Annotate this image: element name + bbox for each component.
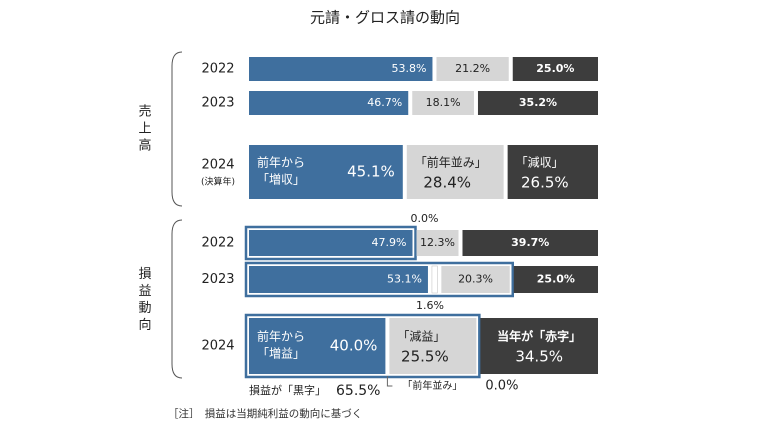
bar-segment <box>249 230 413 256</box>
group-label: 損 <box>138 267 151 282</box>
group-bracket <box>171 51 183 207</box>
bar-value-label: 26.5% <box>521 174 569 192</box>
bar-segment <box>249 145 403 199</box>
group-label: 高 <box>138 138 151 154</box>
row-label: 2024 <box>201 339 234 354</box>
bar-value-label: 34.5% <box>515 348 563 366</box>
bar-value-label: 25.0% <box>536 62 574 75</box>
bar-caption: 前年から <box>257 329 305 344</box>
footnote: ［注］ 損益は当期純利益の動向に基づく <box>168 408 363 420</box>
bar-value-label: 45.1% <box>347 163 395 181</box>
group-label: 上 <box>138 122 151 137</box>
highlight-border <box>244 261 514 298</box>
row-label: 2023 <box>201 272 234 287</box>
bar-value-label: 18.1% <box>426 96 461 109</box>
bar-value-label: 1.6% <box>416 299 444 312</box>
group-bracket <box>171 219 183 379</box>
bar-value-label: 20.3% <box>458 273 493 286</box>
bar-segment <box>441 266 510 293</box>
chart-title: 元請・グロス請の動向 <box>310 9 460 27</box>
bar-segment <box>416 230 459 256</box>
annotation-label: 損益が「黒字」 <box>249 383 326 397</box>
row-sublabel: (決算年) <box>201 176 235 188</box>
bar-caption: 「前年並み」 <box>402 379 462 392</box>
bar-segment <box>406 145 504 199</box>
bar-value-label: 53.8% <box>392 62 427 75</box>
highlight-border <box>244 225 417 261</box>
group-label: 売 <box>138 104 151 120</box>
bar-value-label: 28.4% <box>423 174 471 192</box>
group-label: 動 <box>138 301 151 316</box>
bar-segment <box>512 57 598 81</box>
bar-value-label: 0.0% <box>485 379 518 394</box>
highlight-border <box>244 313 481 379</box>
bar-segment <box>513 266 598 293</box>
row-label: 2023 <box>201 96 234 111</box>
bar-segment <box>477 91 598 115</box>
bar-caption: 当年が「赤字」 <box>497 329 581 344</box>
bar-segment <box>249 57 433 81</box>
bar-value-label: 21.2% <box>455 62 490 75</box>
bar-caption: 「減益」 <box>397 329 445 344</box>
row-label: 2024 <box>201 158 234 173</box>
bar-segment <box>249 91 409 115</box>
bar-segment <box>249 266 428 293</box>
bar-segment <box>249 318 386 374</box>
bar-segment <box>507 145 598 199</box>
row-label: 2022 <box>201 236 234 251</box>
group-label: 向 <box>138 317 151 333</box>
bar-caption: 「前年並み」 <box>415 155 487 170</box>
bar-value-label: 39.7% <box>511 236 549 249</box>
bar-value-label: 25.0% <box>537 273 575 286</box>
bar-value-label: 47.9% <box>372 236 407 249</box>
bar-value-label: 25.5% <box>401 348 449 366</box>
bar-value-label: 35.2% <box>519 96 557 109</box>
bar-caption: 「減収」 <box>516 155 564 170</box>
group-label: 益 <box>138 284 151 299</box>
annotation-value: 65.5% <box>336 383 380 399</box>
bar-value-label: 0.0% <box>411 212 439 225</box>
bar-segment <box>431 265 438 294</box>
bar-caption: 「増収」 <box>257 173 305 187</box>
row-label: 2022 <box>201 62 234 77</box>
bar-segment <box>436 57 509 81</box>
bar-caption: 前年から <box>257 155 305 170</box>
bar-value-label: 46.7% <box>367 96 402 109</box>
annotation-leader <box>386 376 393 387</box>
bar-segment <box>412 91 474 115</box>
bar-value-label: 40.0% <box>330 337 378 355</box>
bar-value-label: 12.3% <box>420 236 455 249</box>
bar-segment <box>389 318 477 374</box>
bar-segment <box>462 230 598 256</box>
bar-segment <box>480 318 598 374</box>
bar-caption: 「増益」 <box>257 347 305 361</box>
bar-value-label: 53.1% <box>387 273 422 286</box>
